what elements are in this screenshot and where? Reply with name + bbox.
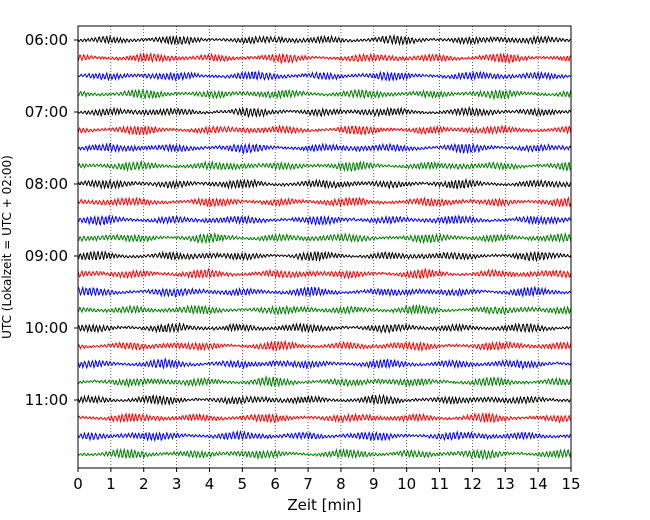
trace-line bbox=[77, 177, 572, 191]
x-tick-label: 4 bbox=[205, 475, 215, 493]
trace-line bbox=[77, 69, 572, 82]
x-tick-label: 2 bbox=[139, 475, 149, 493]
trace-line bbox=[77, 267, 572, 280]
x-tick-label: 0 bbox=[73, 475, 83, 493]
trace-group bbox=[77, 33, 572, 461]
trace-line bbox=[77, 412, 572, 424]
trace-line bbox=[77, 321, 571, 334]
trace-line bbox=[77, 356, 572, 370]
y-tick-label: 09:00 bbox=[25, 247, 68, 265]
trace-line bbox=[77, 142, 572, 156]
x-tick-label: 9 bbox=[369, 475, 379, 493]
trace-line bbox=[77, 393, 571, 407]
trace-line bbox=[77, 374, 572, 389]
trace-line bbox=[77, 213, 572, 227]
trace-line bbox=[77, 447, 572, 461]
x-tick-label: 15 bbox=[561, 475, 580, 493]
plot-frame bbox=[77, 25, 572, 469]
y-tick-label: 06:00 bbox=[25, 31, 68, 49]
trace-line bbox=[77, 285, 572, 299]
x-tick-label: 3 bbox=[172, 475, 182, 493]
y-axis: 06:00 07:00 08:00 09:00 10:00 11:00 bbox=[25, 31, 78, 409]
y-tick-label: 10:00 bbox=[25, 319, 68, 337]
trace-line bbox=[77, 339, 572, 353]
trace-line bbox=[77, 51, 571, 65]
trace-line bbox=[77, 429, 572, 443]
y-tick-label: 08:00 bbox=[25, 175, 68, 193]
trace-line bbox=[77, 196, 572, 208]
trace-line bbox=[77, 105, 572, 119]
x-tick-label: 13 bbox=[496, 475, 515, 493]
x-tick-label: 11 bbox=[430, 475, 449, 493]
trace-line bbox=[77, 231, 572, 245]
trace-line bbox=[77, 159, 572, 173]
y-tick-label: 07:00 bbox=[25, 103, 68, 121]
x-tick-label: 5 bbox=[238, 475, 248, 493]
trace-line bbox=[77, 88, 572, 101]
x-tick-label: 10 bbox=[397, 475, 416, 493]
y-axis-label: UTC (Lokalzeit = UTC + 02:00) bbox=[0, 155, 14, 339]
x-tick-label: 12 bbox=[463, 475, 482, 493]
trace-line bbox=[77, 250, 572, 263]
trace-line bbox=[77, 33, 572, 47]
x-tick-label: 8 bbox=[336, 475, 346, 493]
x-tick-label: 1 bbox=[106, 475, 116, 493]
trace-line bbox=[77, 303, 572, 316]
y-tick-label: 11:00 bbox=[25, 391, 68, 409]
x-tick-label: 7 bbox=[303, 475, 313, 493]
trace-line bbox=[77, 124, 572, 136]
x-axis-label: Zeit [min] bbox=[287, 496, 361, 514]
x-tick-label: 6 bbox=[270, 475, 280, 493]
x-axis: 0 1 2 3 4 5 6 7 8 9 10 11 12 13 14 15 bbox=[73, 468, 581, 493]
x-tick-label: 14 bbox=[529, 475, 548, 493]
